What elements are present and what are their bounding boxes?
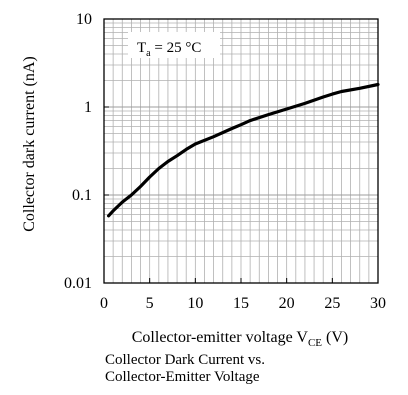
y-axis-label: Collector dark current (nA)	[21, 56, 38, 231]
x-axis-label: Collector-emitter voltage VCE (V)	[132, 329, 349, 349]
x-tick-label: 10	[187, 295, 203, 312]
y-tick-label: 1	[84, 99, 92, 116]
dark-current-curve	[106, 82, 380, 218]
caption-line-2: Collector-Emitter Voltage	[105, 369, 260, 385]
y-tick-label: 10	[76, 11, 92, 28]
x-tick-label: 5	[146, 295, 154, 312]
x-tick-label: 30	[370, 295, 386, 312]
tick-labels: 0 5 10 15 20 25 30 0.01 0.1 1 10	[64, 11, 386, 312]
grid	[104, 19, 378, 283]
series-layer	[106, 82, 380, 218]
annotation-background	[128, 32, 220, 58]
figure-caption: Collector Dark Current vs. Collector-Emi…	[105, 352, 405, 386]
x-tick-label: 0	[100, 295, 108, 312]
chart: 0 5 10 15 20 25 30 0.01 0.1 1 10 Ta = 25 °C Collec…	[21, 11, 386, 349]
x-tick-label: 25	[324, 295, 340, 312]
x-tick-label: 20	[279, 295, 295, 312]
y-tick-label: 0.1	[72, 187, 92, 204]
caption-line-1: Collector Dark Current vs.	[105, 352, 265, 368]
x-tick-label: 15	[233, 295, 249, 312]
annotation: Ta = 25 °C	[137, 40, 201, 59]
y-tick-label: 0.01	[64, 275, 92, 292]
